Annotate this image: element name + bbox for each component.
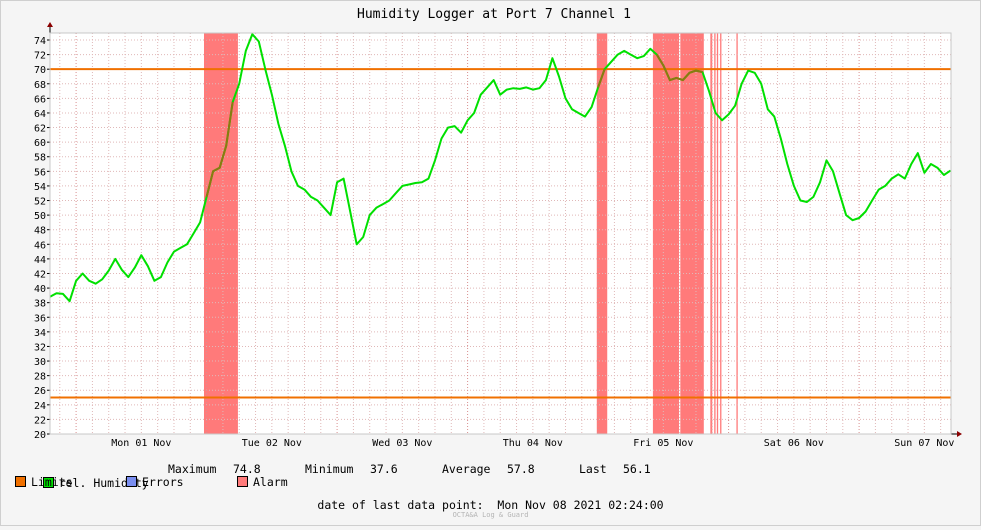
y-tick-label: 34 bbox=[34, 328, 46, 339]
last-point-value: Mon Nov 08 2021 02:24:00 bbox=[497, 498, 664, 512]
y-tick-label: 36 bbox=[34, 313, 46, 324]
x-tick-label: Wed 03 Nov bbox=[372, 438, 432, 449]
alarm-swatch bbox=[237, 476, 248, 487]
y-tick-label: 74 bbox=[34, 36, 46, 47]
alarm-span-6 bbox=[716, 33, 719, 434]
alarm-span-1 bbox=[596, 33, 608, 434]
stat-average-value: 57.8 bbox=[507, 462, 535, 476]
legend-limits: Limits bbox=[31, 475, 73, 489]
y-tick-label: 66 bbox=[34, 94, 46, 105]
alarm-span-2 bbox=[652, 33, 680, 434]
y-tick-label: 56 bbox=[34, 167, 46, 178]
stat-minimum-value: 37.6 bbox=[370, 462, 398, 476]
y-tick-label: 30 bbox=[34, 357, 46, 368]
stat-maximum-value: 74.8 bbox=[233, 462, 261, 476]
legend-alarm: Alarm bbox=[253, 475, 288, 489]
y-tick-label: 52 bbox=[34, 197, 46, 208]
y-tick-label: 20 bbox=[34, 430, 46, 441]
y-tick-label: 60 bbox=[34, 138, 46, 149]
y-tick-label: 40 bbox=[34, 284, 46, 295]
series-alarm-segment bbox=[597, 68, 606, 88]
x-tick-label: Mon 01 Nov bbox=[111, 438, 171, 449]
alarm-span-8 bbox=[736, 33, 738, 434]
plot-frame bbox=[49, 32, 952, 435]
stat-maximum-label: Maximum bbox=[168, 462, 217, 476]
stat-average-label: Average bbox=[442, 462, 491, 476]
y-tick-label: 72 bbox=[34, 51, 46, 62]
y-tick-label: 50 bbox=[34, 211, 46, 222]
alarm-span-3 bbox=[680, 33, 704, 434]
legend-errors: Errors bbox=[142, 475, 184, 489]
series-line-0 bbox=[49, 33, 952, 303]
y-tick-label: 68 bbox=[34, 80, 46, 91]
y-axis-arrow bbox=[47, 22, 53, 27]
y-tick-label: 38 bbox=[34, 299, 46, 310]
stat-minimum-label: Minimum bbox=[305, 462, 354, 476]
y-tick-label: 22 bbox=[34, 415, 46, 426]
y-tick-label: 58 bbox=[34, 153, 46, 164]
x-axis-arrow bbox=[957, 431, 962, 437]
humidity-swatch bbox=[42, 477, 54, 488]
x-tick-label: Tue 02 Nov bbox=[242, 438, 302, 449]
chart-title: Humidity Logger at Port 7 Channel 1 bbox=[357, 7, 631, 22]
alarm-span-4 bbox=[710, 33, 713, 434]
y-tick-label: 24 bbox=[34, 401, 46, 412]
limits-swatch bbox=[15, 476, 26, 487]
y-tick-label: 42 bbox=[34, 269, 46, 280]
x-tick-label: Sun 07 Nov bbox=[894, 438, 954, 449]
errors-swatch bbox=[126, 476, 137, 487]
alarm-span-0 bbox=[203, 33, 238, 434]
legend-errors-item: Errors bbox=[126, 475, 184, 489]
alarm-span-5 bbox=[714, 33, 716, 434]
series-alarm-segment bbox=[205, 101, 234, 198]
last-point-label: date of last data point: bbox=[317, 498, 484, 512]
y-tick-label: 70 bbox=[34, 65, 46, 76]
y-tick-label: 54 bbox=[34, 182, 46, 193]
stat-last-label: Last bbox=[579, 462, 607, 476]
stat-last-value: 56.1 bbox=[623, 462, 651, 476]
alarm-span-7 bbox=[720, 33, 722, 434]
y-tick-label: 62 bbox=[34, 124, 46, 135]
watermark: OCTA&A Log & Guard bbox=[452, 511, 529, 519]
y-tick-label: 48 bbox=[34, 226, 46, 237]
y-tick-label: 46 bbox=[34, 240, 46, 251]
y-tick-label: 32 bbox=[34, 342, 46, 353]
last-data-point: date of last data point: Mon Nov 08 2021… bbox=[0, 498, 981, 512]
y-tick-label: 64 bbox=[34, 109, 46, 120]
x-tick-label: Sat 06 Nov bbox=[764, 438, 824, 449]
legend-alarm-item: Alarm bbox=[237, 475, 288, 489]
y-tick-label: 28 bbox=[34, 372, 46, 383]
series-alarm-segment bbox=[655, 54, 703, 82]
y-tick-label: 26 bbox=[34, 386, 46, 397]
x-tick-label: Thu 04 Nov bbox=[503, 438, 563, 449]
x-tick-label: Fri 05 Nov bbox=[633, 438, 693, 449]
y-tick-label: 44 bbox=[34, 255, 46, 266]
legend-row-2: Limits bbox=[15, 475, 73, 489]
